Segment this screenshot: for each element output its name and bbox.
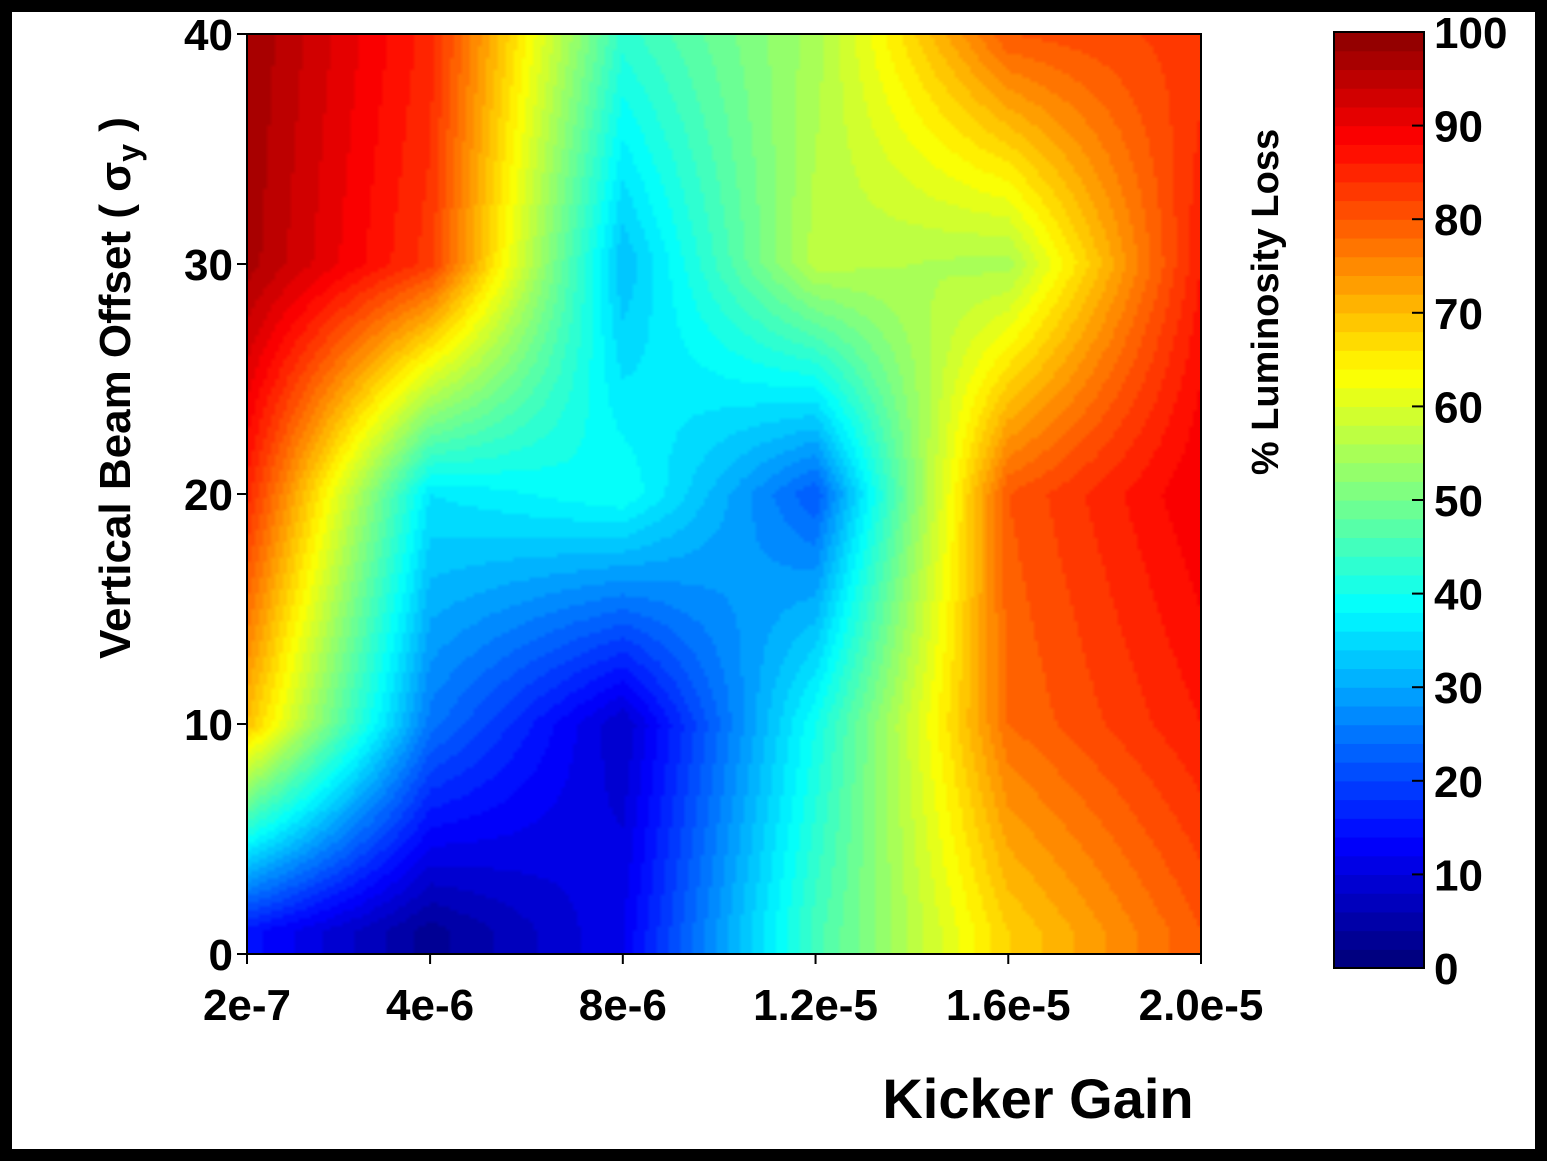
x-tick-label: 2e-7 [203,981,291,1030]
colorbar-band [1334,687,1424,707]
colorbar-band [1334,406,1424,426]
colorbar-band [1334,574,1424,595]
colorbar-band [1334,705,1424,726]
x-tick-label: 1.6e-5 [946,981,1071,1030]
colorbar-band [1334,949,1424,969]
colorbar-band [1334,331,1424,351]
colorbar-band [1334,350,1424,370]
colorbar-band [1334,106,1424,127]
colorbar-band [1334,518,1424,539]
colorbar-band [1334,537,1424,557]
y-tick-label: 40 [184,12,233,60]
colorbar-band [1334,425,1424,445]
colorbar-band [1334,69,1424,89]
colorbar-band [1334,780,1424,801]
colorbar: 0 10 20 30 40 50 60 70 80 90 100 [1333,12,1507,994]
colorbar-title: % Luminosity Loss [1245,129,1287,475]
colorbar-band [1334,181,1424,202]
colorbar-band [1334,818,1424,838]
colorbar-band [1334,649,1424,670]
colorbar-band [1334,855,1424,875]
chart-figure: 2e-7 4e-6 8e-6 1.2e-5 1.6e-5 2.0e-5 0 10 20 30 40… [91,12,1507,1130]
colorbar-tick-label: 10 [1434,851,1483,900]
colorbar-band [1334,50,1424,71]
colorbar-band [1334,368,1424,389]
colorbar-bands [1334,32,1424,969]
colorbar-band [1334,294,1424,314]
colorbar-band [1334,312,1424,333]
x-tick-label: 8e-6 [579,981,667,1030]
colorbar-tick-label: 70 [1434,290,1483,339]
colorbar-band [1334,930,1424,950]
colorbar-band [1334,743,1424,763]
colorbar-band [1334,219,1424,239]
y-tick-label: 0 [209,931,233,980]
heatmap-surface [247,34,1201,954]
colorbar-tick-label: 100 [1434,12,1507,58]
colorbar-band [1334,724,1424,744]
colorbar-band [1334,275,1424,295]
colorbar-ticks: 0 10 20 30 40 50 60 70 80 90 100 [1412,12,1507,994]
colorbar-tick-label: 30 [1434,664,1483,713]
y-axis: 0 10 20 30 40 [184,12,247,980]
y-axis-title-close: ) [91,117,140,144]
colorbar-tick-label: 80 [1434,196,1483,245]
colorbar-band [1334,668,1424,688]
colorbar-band [1334,387,1424,407]
colorbar-band [1334,256,1424,276]
colorbar-band [1334,836,1424,857]
y-tick-label: 20 [184,471,233,520]
x-tick-label: 2.0e-5 [1139,981,1264,1030]
colorbar-band [1334,481,1424,501]
x-tick-label: 4e-6 [386,981,474,1030]
y-axis-title-main: Vertical Beam Offset ( σ [91,162,140,659]
colorbar-band [1334,631,1424,651]
colorbar-band [1334,874,1424,894]
colorbar-band [1334,593,1424,613]
colorbar-band [1334,125,1424,145]
plot-area [246,33,1202,955]
y-tick-label: 30 [184,241,233,290]
x-tick-label: 1.2e-5 [753,981,878,1030]
colorbar-tick-label: 0 [1434,945,1458,994]
colorbar-band [1334,500,1424,520]
colorbar-band [1334,911,1424,932]
colorbar-band [1334,762,1424,782]
colorbar-band [1334,556,1424,576]
colorbar-band [1334,144,1424,164]
y-tick-label: 10 [184,701,233,750]
heatmap-fo [247,34,1201,954]
colorbar-tick-label: 20 [1434,758,1483,807]
y-axis-title: Vertical Beam Offset ( σy ) [91,117,147,659]
colorbar-band [1334,88,1424,108]
colorbar-band [1334,799,1424,819]
colorbar-tick-label: 90 [1434,103,1483,152]
colorbar-band [1334,200,1424,220]
colorbar-band [1334,612,1424,632]
colorbar-band [1334,163,1424,183]
colorbar-tick-label: 50 [1434,477,1483,526]
x-axis-title: Kicker Gain [882,1067,1193,1130]
colorbar-tick-label: 40 [1434,571,1483,620]
colorbar-tick-label: 60 [1434,383,1483,432]
colorbar-band [1334,237,1424,258]
colorbar-band [1334,462,1424,482]
colorbar-band [1334,893,1424,913]
y-axis-title-subscript: y [111,144,147,162]
x-axis: 2e-7 4e-6 8e-6 1.2e-5 1.6e-5 2.0e-5 [203,953,1264,1030]
colorbar-band [1334,443,1424,464]
colorbar-band [1334,32,1424,52]
